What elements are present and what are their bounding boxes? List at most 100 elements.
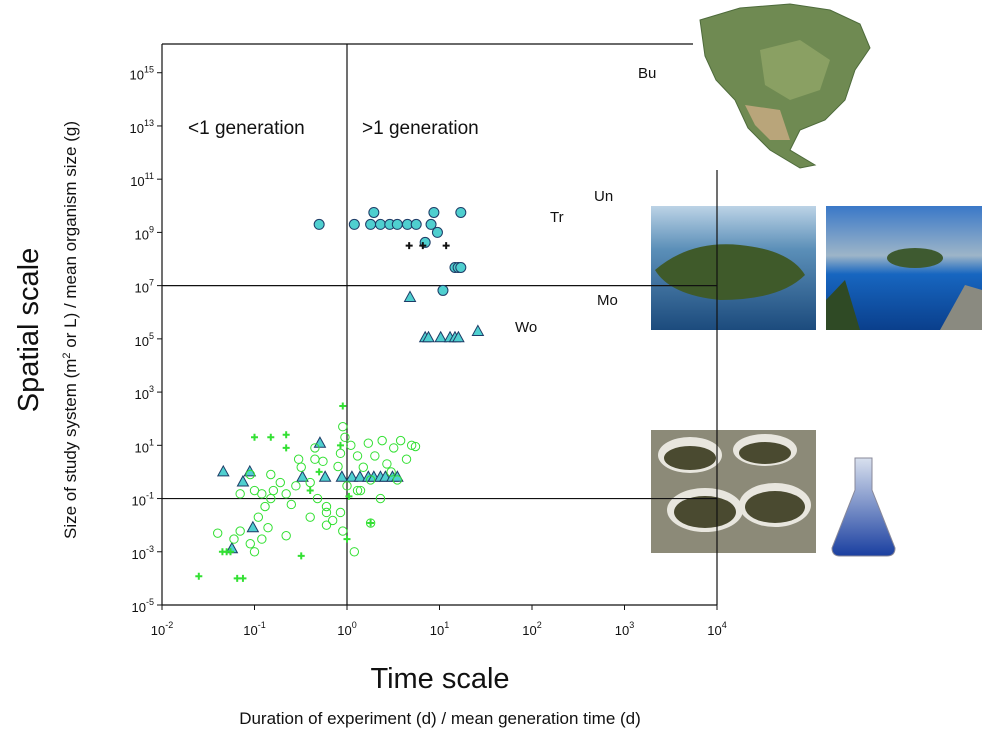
point (275, 477, 285, 488)
photo-flask (831, 457, 896, 557)
y-label-part: or L) / mean organism size (g) (61, 121, 80, 352)
point (345, 492, 353, 500)
point (455, 262, 467, 274)
tick-base: 10 (130, 68, 144, 83)
point (422, 330, 435, 343)
tick-base: 10 (615, 623, 629, 638)
point (249, 547, 260, 557)
tick-base: 10 (135, 440, 149, 455)
point (321, 520, 332, 530)
point (268, 485, 279, 496)
tick-base: 10 (130, 121, 144, 136)
tick-sup: 15 (144, 65, 154, 75)
x-label: Duration of experiment (d) / mean genera… (239, 709, 641, 728)
point (386, 467, 396, 477)
y-title: Spatial scale (13, 248, 45, 412)
point (257, 489, 267, 499)
point (352, 451, 363, 461)
x-tick-label: 104 (707, 620, 726, 638)
point (425, 218, 437, 230)
point (310, 454, 320, 464)
point (374, 218, 386, 230)
point (370, 451, 380, 461)
point (245, 539, 255, 549)
point (321, 501, 332, 512)
tick-sup: -2 (165, 620, 173, 630)
point (312, 493, 323, 504)
point (346, 440, 356, 451)
point (355, 485, 366, 496)
point (343, 535, 351, 543)
point (310, 443, 320, 453)
y-tick-label: 105 (135, 331, 154, 349)
point (401, 454, 412, 464)
y-tick-label: 1011 (130, 171, 154, 189)
tick-base: 10 (135, 281, 149, 296)
y-tick-label: 10-1 (132, 491, 154, 509)
y-tick-label: 1015 (130, 65, 154, 83)
point (281, 531, 291, 541)
annotation: Tr (550, 209, 564, 226)
point (282, 431, 290, 439)
point (403, 290, 417, 302)
y-label-part: Size of study system (m (61, 359, 80, 539)
point (318, 456, 328, 467)
point (335, 448, 346, 459)
point (434, 330, 448, 343)
tick-sup: 3 (629, 620, 634, 630)
point (342, 481, 352, 491)
point (296, 462, 306, 472)
x-tick-label: 10-2 (151, 620, 173, 638)
point (428, 206, 440, 218)
point (293, 454, 304, 464)
point (286, 499, 297, 510)
point (377, 435, 387, 446)
map-north-america (699, 3, 871, 169)
point (296, 470, 309, 482)
tick-base: 10 (135, 387, 149, 402)
annotation: Wo (515, 319, 537, 336)
point (389, 443, 399, 453)
point (455, 206, 467, 218)
point (368, 206, 380, 218)
point (406, 440, 417, 451)
point (391, 218, 403, 230)
point (395, 435, 406, 446)
point (365, 518, 376, 528)
y-tick-label: 107 (135, 278, 154, 296)
point (235, 489, 245, 499)
point (263, 523, 273, 533)
tick-sup: 4 (722, 620, 727, 630)
annotation: Un (594, 188, 613, 205)
annotation: Mo (597, 292, 618, 309)
point (321, 507, 332, 518)
x-tick-label: 101 (430, 620, 449, 638)
photo-crater-lake-aerial (651, 206, 816, 330)
annotation: >1 generation (362, 118, 479, 139)
point (229, 534, 239, 544)
point (313, 218, 325, 230)
point (297, 552, 305, 560)
point (352, 485, 363, 496)
point (195, 572, 203, 580)
tick-base: 10 (130, 174, 144, 189)
point (348, 218, 360, 230)
x-tick-label: 10-1 (243, 620, 265, 638)
point (339, 402, 347, 410)
y-tick-label: 10-3 (132, 544, 154, 562)
tick-base: 10 (135, 334, 149, 349)
point (226, 548, 234, 556)
y-tick-label: 109 (135, 224, 154, 242)
point (353, 470, 367, 482)
tick-sup: -3 (146, 544, 154, 554)
y-tick-label: 10-5 (132, 597, 154, 615)
point (335, 470, 349, 482)
tick-base: 10 (243, 623, 257, 638)
tick-sup: -1 (258, 620, 266, 630)
point (235, 526, 245, 536)
point (336, 441, 344, 449)
point (345, 470, 359, 482)
point (367, 519, 375, 527)
point (365, 218, 377, 230)
